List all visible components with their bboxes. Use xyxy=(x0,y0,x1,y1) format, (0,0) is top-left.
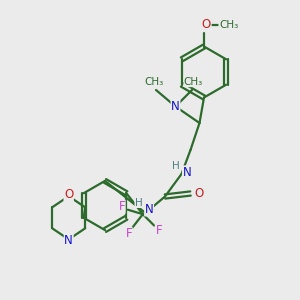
Text: CH₃: CH₃ xyxy=(184,76,203,87)
Text: N: N xyxy=(64,234,73,248)
Text: F: F xyxy=(118,200,125,213)
Text: F: F xyxy=(155,224,162,237)
Text: F: F xyxy=(125,227,132,240)
Text: N: N xyxy=(182,166,191,179)
Text: H: H xyxy=(172,160,180,171)
Text: H: H xyxy=(135,197,143,208)
Text: N: N xyxy=(171,100,180,113)
Text: CH₃: CH₃ xyxy=(145,76,164,87)
Text: O: O xyxy=(202,18,211,31)
Text: CH₃: CH₃ xyxy=(219,20,238,30)
Text: O: O xyxy=(194,187,203,200)
Text: O: O xyxy=(64,188,73,201)
Text: N: N xyxy=(145,203,154,216)
